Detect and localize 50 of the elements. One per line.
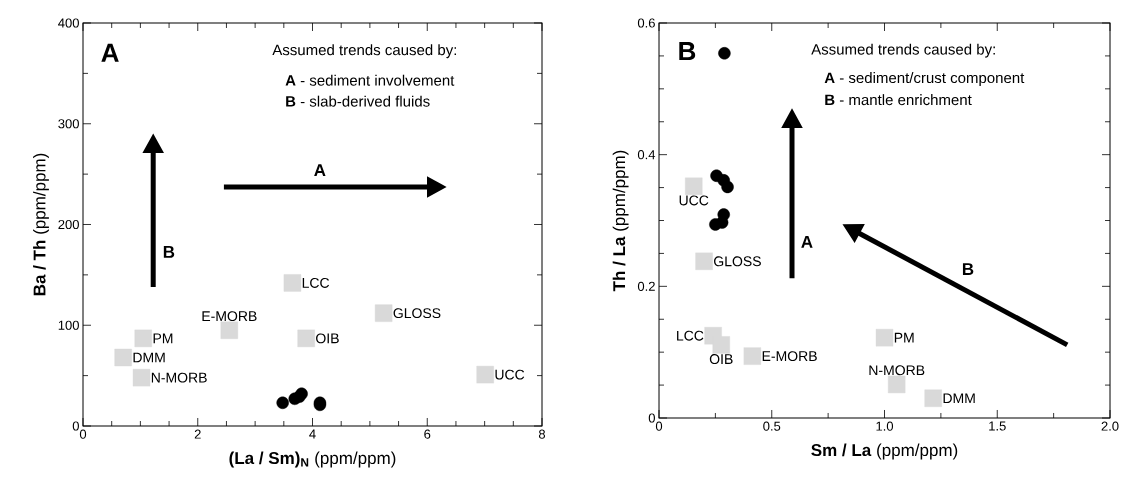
annotation: E-MORB — [762, 351, 817, 362]
annotation: A - sediment involvement — [285, 74, 455, 86]
y-tick-label: 0.4 — [637, 150, 656, 160]
x-tick-label: 0 — [79, 429, 87, 439]
annotation: PM — [894, 332, 914, 343]
annotation: LCC — [302, 277, 330, 288]
annotation: Assumed trends caused by: — [272, 44, 457, 59]
text: (La / Sm)$_{N}$ (ppm/ppm) — [229, 451, 396, 468]
x-tick-label: 2.0 — [1101, 421, 1119, 431]
y-tick-label: 100 — [58, 320, 79, 330]
y-tick-label: 400 — [58, 18, 79, 28]
x-tick-label: 1.5 — [989, 421, 1006, 431]
x-tick-label: 1.0 — [876, 421, 894, 431]
y-axis-title: Ba / Th (ppm/ppm) — [33, 153, 49, 296]
annotation: B - slab-derived fluids — [286, 95, 430, 107]
annotation: A — [801, 235, 813, 248]
annotation: B — [679, 42, 696, 60]
annotation: N-MORB — [151, 372, 207, 383]
x-tick-label: 0 — [655, 421, 663, 431]
annotation: LCC — [677, 330, 704, 341]
x-tick-label: 2 — [194, 429, 201, 439]
annotation: OIB — [709, 354, 733, 365]
annotation: B — [163, 246, 175, 258]
annotation: GLOSS — [393, 308, 441, 319]
y-tick-label: 300 — [58, 119, 79, 129]
x-tick-label: 0.5 — [763, 421, 781, 431]
annotation: DMM — [133, 352, 165, 363]
y-tick-label: 0.2 — [637, 281, 655, 291]
x-tick-label: 6 — [424, 429, 431, 439]
annotation: UCC — [495, 369, 525, 380]
y-axis-title: Th / La (ppm/ppm) — [612, 150, 629, 292]
annotation: GLOSS — [714, 256, 761, 267]
y-tick-label: 0 — [648, 413, 655, 423]
y-tick-label: 0.6 — [637, 18, 655, 28]
annotation: OIB — [316, 333, 339, 344]
y-tick-label: 200 — [58, 219, 79, 230]
x-axis-title: Sm / La (ppm/ppm) — [811, 443, 958, 460]
x-tick-label: 8 — [538, 429, 546, 439]
annotation: UCC — [679, 195, 709, 206]
annotation: B — [962, 263, 974, 275]
annotation: N-MORB — [869, 365, 925, 376]
annotation: B - mantle enrichment — [825, 94, 972, 106]
annotation: A — [101, 43, 119, 62]
annotation: A - sediment/crust component — [824, 72, 1025, 87]
annotation: DMM — [943, 393, 975, 404]
x-tick-label: 4 — [309, 429, 316, 439]
annotation: PM — [153, 333, 173, 344]
annotation: E-MORB — [202, 311, 257, 322]
annotation: A — [314, 164, 326, 176]
annotation: Assumed trends caused by: — [811, 43, 995, 58]
